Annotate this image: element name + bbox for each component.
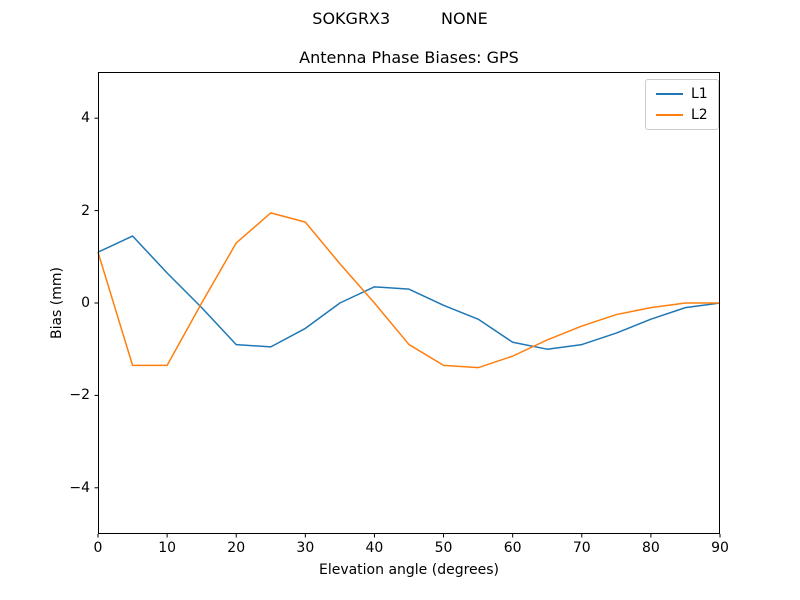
x-tick-label: 50 <box>434 540 453 556</box>
x-tick-label: 10 <box>158 540 177 556</box>
x-tick-label: 20 <box>227 540 246 556</box>
y-tick-label: −4 <box>69 479 90 496</box>
x-tick-label: 30 <box>296 540 315 556</box>
y-tick-label: 2 <box>81 202 90 219</box>
legend-entry-l2: L2 <box>656 108 708 122</box>
legend-label-l1: L1 <box>691 86 708 102</box>
plot-svg <box>94 72 721 538</box>
x-tick-label: 40 <box>365 540 384 556</box>
x-tick-label: 70 <box>572 540 591 556</box>
y-tick-label: −2 <box>69 387 90 404</box>
x-axis-label: Elevation angle (degrees) <box>318 562 500 578</box>
chart-title: Antenna Phase Biases: GPS <box>299 48 519 67</box>
x-tick-label: 60 <box>503 540 522 556</box>
plot-area: 0 10 20 30 40 50 60 70 80 90 4 2 0 −2 −4 <box>69 72 729 555</box>
l2-line-swatch <box>656 114 683 116</box>
l1-line <box>97 235 721 350</box>
axes-spines <box>98 72 720 534</box>
l1-line-swatch <box>656 93 683 95</box>
x-tick-label: 80 <box>641 540 660 556</box>
y-tick-label: 4 <box>81 110 90 127</box>
x-tick-label: 0 <box>93 540 103 556</box>
y-tick-label: 0 <box>81 295 90 311</box>
y-axis-label: Bias (mm) <box>49 266 65 340</box>
legend: L1 L2 <box>645 79 719 130</box>
x-tick-label: 90 <box>711 540 729 556</box>
suptitle: SOKGRX3 NONE <box>312 9 488 28</box>
legend-label-l2: L2 <box>691 107 708 123</box>
l2-line <box>97 212 720 369</box>
legend-entry-l1: L1 <box>656 87 708 101</box>
